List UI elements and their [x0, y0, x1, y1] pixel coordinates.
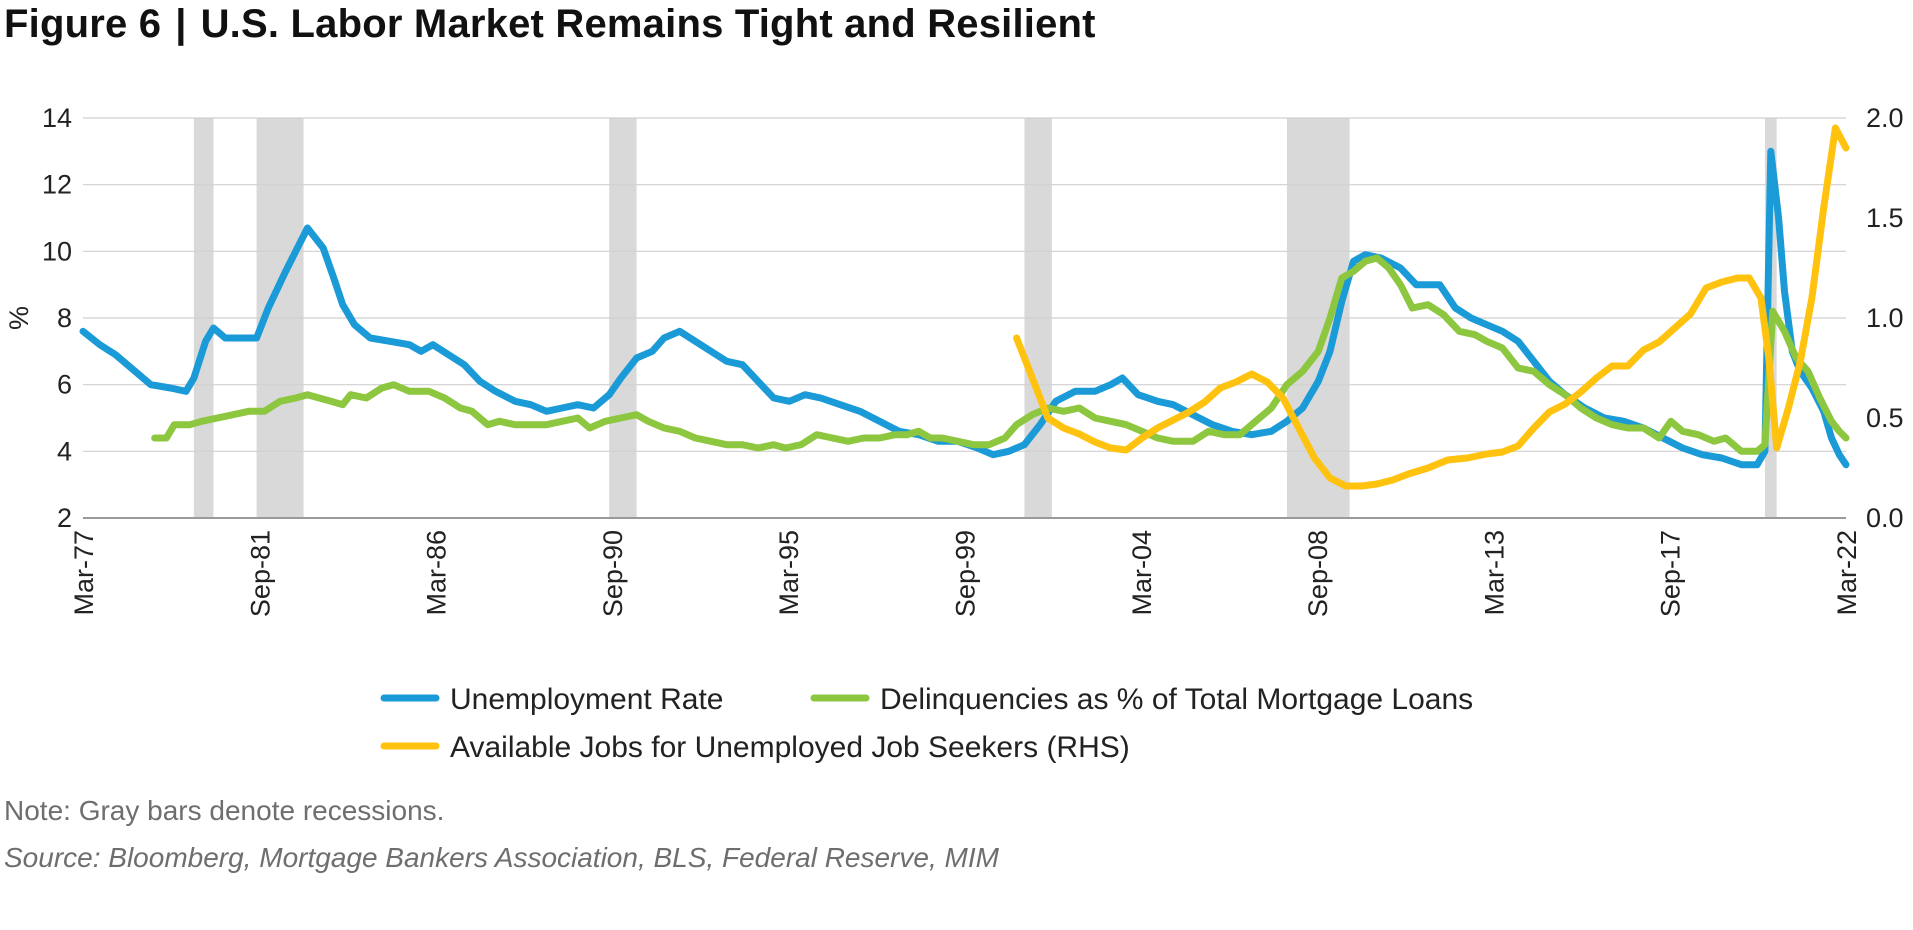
- y-right-tick-label: 0.0: [1866, 503, 1904, 533]
- gridlines: [83, 117, 1846, 519]
- y-left-tick-label: 12: [42, 170, 72, 200]
- chart-source: Source: Bloomberg, Mortgage Bankers Asso…: [4, 842, 999, 873]
- y-left-axis-label: %: [4, 306, 34, 330]
- chart-note: Note: Gray bars denote recessions.: [4, 795, 445, 826]
- y-left-tick-label: 6: [57, 370, 72, 400]
- x-tick-label: Mar-95: [774, 530, 804, 616]
- legend-item-label: Unemployment Rate: [450, 683, 723, 716]
- line-chart: 2 4 6 8 10 12 14 0.0 0.5 1.0 1.5 2.0% Mar-77 Sep-81 Ma…: [4, 103, 1904, 764]
- figure-title: Figure 6 | U.S. Labor Market Remains Tight…: [4, 2, 1096, 47]
- y-left-tick-label: 8: [57, 303, 72, 333]
- x-tick-label: Sep-90: [598, 530, 628, 617]
- x-tick-label: Sep-17: [1656, 530, 1686, 617]
- series-line-1: [151, 254, 1850, 455]
- axes: 2 4 6 8 10 12 14 0.0 0.5 1.0 1.5 2.0% Mar-77 Sep-81 Ma…: [4, 103, 1904, 617]
- figure-title-text: U.S. Labor Market Remains Tight and Resi…: [200, 2, 1096, 46]
- y-right-tick-label: 0.5: [1866, 403, 1904, 433]
- y-left-tick-label: 10: [42, 236, 72, 266]
- x-tick-label: Mar-04: [1127, 530, 1157, 616]
- legend: Unemployment Rate Delinquencies as % of T…: [380, 683, 1473, 764]
- x-tick-label: Mar-13: [1479, 530, 1509, 616]
- y-right-tick-label: 2.0: [1866, 103, 1904, 133]
- x-tick-label: Sep-08: [1303, 530, 1333, 617]
- series-line-2: [1013, 124, 1850, 490]
- figure-label: Figure 6: [4, 2, 162, 46]
- legend-item-label: Available Jobs for Unemployed Job Seeker…: [450, 731, 1130, 764]
- legend-item-label: Delinquencies as % of Total Mortgage Loa…: [880, 683, 1473, 716]
- y-right-tick-label: 1.0: [1866, 303, 1904, 333]
- x-tick-label: Mar-86: [422, 530, 452, 616]
- series-lines: [79, 124, 1850, 490]
- y-left-tick-label: 2: [57, 503, 72, 533]
- y-left-tick-label: 14: [42, 103, 72, 133]
- x-tick-label: Sep-81: [245, 530, 275, 617]
- title-separator: |: [175, 2, 187, 46]
- series-line-0: [79, 147, 1850, 469]
- x-tick-label: Mar-77: [69, 530, 99, 616]
- y-left-tick-label: 4: [57, 436, 72, 466]
- y-right-tick-label: 1.5: [1866, 203, 1904, 233]
- x-tick-label: Mar-22: [1832, 530, 1862, 616]
- x-tick-label: Sep-99: [951, 530, 981, 617]
